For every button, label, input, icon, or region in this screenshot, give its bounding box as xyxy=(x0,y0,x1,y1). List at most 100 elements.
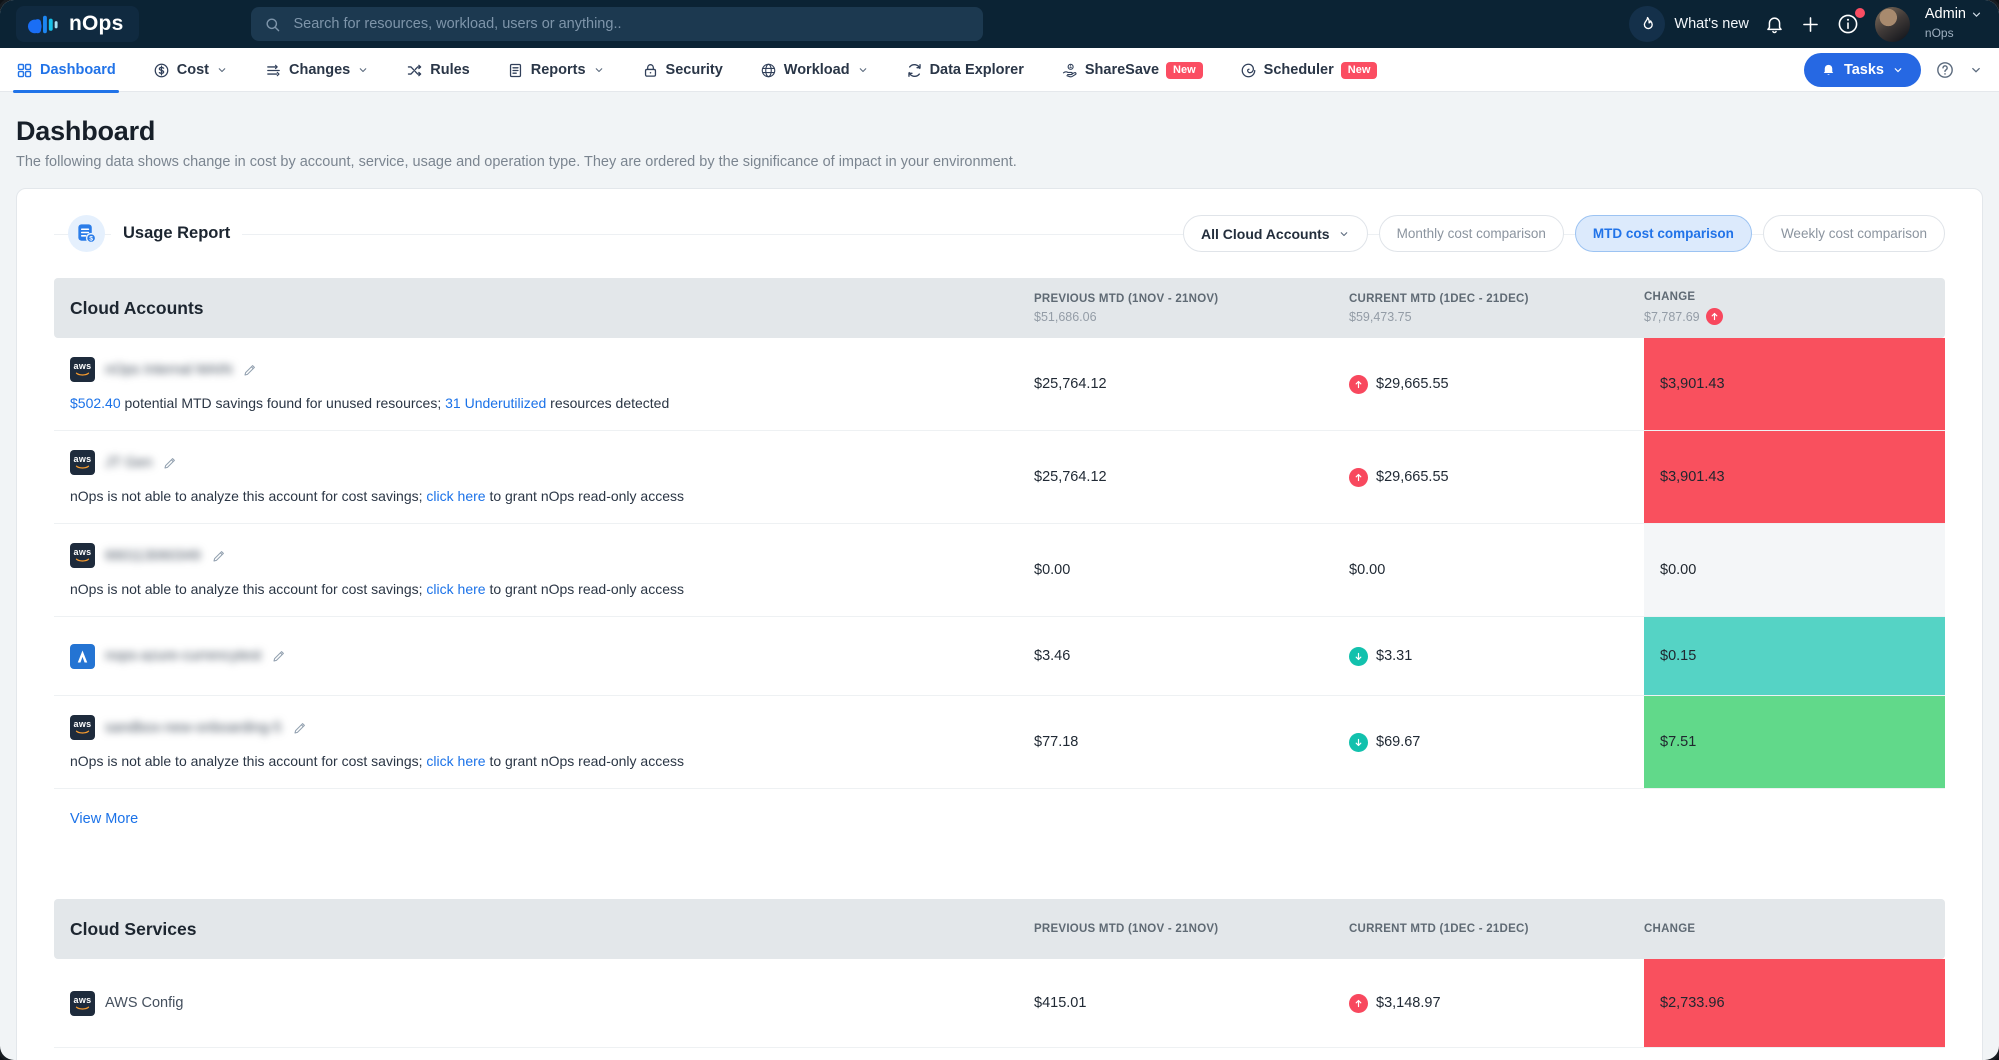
data-explorer-icon xyxy=(906,62,923,79)
column-label: CHANGE xyxy=(1644,291,1696,303)
add-plus-icon[interactable] xyxy=(1800,14,1821,35)
filter-label: MTD cost comparison xyxy=(1592,226,1734,241)
nav-label: Security xyxy=(665,62,723,78)
nops-logo[interactable]: nOps xyxy=(16,6,140,42)
current-mtd-value: $3.31 xyxy=(1349,617,1644,695)
logo-text: nOps xyxy=(69,12,124,35)
change-down-icon xyxy=(1349,732,1368,752)
page-subtitle: The following data shows change in cost … xyxy=(16,154,1017,170)
account-row: aws 660113060349 nOps is not able to analy… xyxy=(54,524,1945,617)
current-mtd-value: $69.67 xyxy=(1349,696,1644,788)
edit-icon[interactable] xyxy=(292,720,308,736)
workload-icon xyxy=(760,62,777,79)
aws-icon: aws xyxy=(70,543,95,568)
main-nav: Dashboard Cost Changes Rules Reports Security… xyxy=(0,48,1999,93)
whats-new-label[interactable]: What's new xyxy=(1674,16,1749,32)
cost-icon xyxy=(153,62,170,79)
nav-item-dashboard[interactable]: Dashboard xyxy=(13,48,119,93)
account-row: aws JT Gen nOps is not able to analyze thi… xyxy=(54,431,1945,524)
current-mtd-value: $0.00 xyxy=(1349,562,1386,578)
account-name: sandbox-new-onboarding-5 xyxy=(105,719,282,736)
dashboard-icon xyxy=(16,62,33,79)
help-icon[interactable] xyxy=(1935,60,1955,80)
account-name: AWS Config xyxy=(105,995,184,1011)
filter-weekly-cost-comparison[interactable]: Weekly cost comparison xyxy=(1762,215,1945,252)
nav-item-scheduler[interactable]: Scheduler New xyxy=(1240,48,1378,92)
cloud-accounts-table: Cloud Accounts PREVIOUS MTD (1NOV - 21NO… xyxy=(54,278,1945,851)
nav-item-sharesave[interactable]: ShareSave New xyxy=(1061,48,1203,92)
note-link[interactable]: $502.40 xyxy=(70,395,121,411)
nav-label: Rules xyxy=(430,62,470,78)
sharesave-icon xyxy=(1061,62,1078,79)
page-title: Dashboard xyxy=(16,116,156,146)
collapse-chevron-icon[interactable] xyxy=(1969,63,1983,77)
aws-icon: aws xyxy=(70,715,95,740)
edit-icon[interactable] xyxy=(211,548,227,564)
column-label: CURRENT MTD (1DEC - 21DEC) xyxy=(1349,923,1529,935)
note-link[interactable]: click here xyxy=(426,753,486,769)
column-label: PREVIOUS MTD (1NOV - 21NOV) xyxy=(1034,923,1219,935)
nav-label: Scheduler xyxy=(1263,62,1334,78)
account-row: aws sandbox-new-onboarding-5 nOps is not a… xyxy=(54,696,1945,789)
edit-icon[interactable] xyxy=(162,455,178,471)
account-name: nops-azure-currencytest xyxy=(105,648,262,664)
whats-new-icon[interactable] xyxy=(1629,6,1666,42)
notifications-bell-icon[interactable] xyxy=(1764,14,1785,35)
change-up-icon xyxy=(1705,308,1723,325)
change-value-cell: $2,733.96 xyxy=(1644,959,1945,1047)
previous-mtd-value: $77.18 xyxy=(1034,734,1079,750)
usage-report-icon: $ xyxy=(68,215,105,252)
notification-dot xyxy=(1854,8,1865,18)
user-menu[interactable]: Admin xyxy=(1925,5,1983,23)
view-more-link[interactable]: View More xyxy=(70,811,139,827)
note-link[interactable]: click here xyxy=(426,488,486,504)
current-mtd-value: $29,665.55 xyxy=(1349,431,1644,523)
account-name: nOps Internal MAIN xyxy=(105,361,233,378)
new-badge: New xyxy=(1340,61,1378,79)
reports-icon xyxy=(507,62,524,79)
account-note: nOps is not able to analyze this account… xyxy=(70,488,684,504)
account-note: nOps is not able to analyze this account… xyxy=(70,581,684,597)
account-name: JT Gen xyxy=(105,454,153,471)
cloud-services-table: Cloud Services PREVIOUS MTD (1NOV - 21NO… xyxy=(54,899,1945,1048)
user-avatar[interactable] xyxy=(1874,6,1910,42)
global-search[interactable] xyxy=(251,7,984,41)
nops-cloud-logo-icon xyxy=(27,12,60,36)
column-header-previous-mtd-1nov-21nov-: PREVIOUS MTD (1NOV - 21NOV) xyxy=(1034,923,1349,935)
previous-mtd-value: $25,764.12 xyxy=(1034,469,1107,485)
previous-mtd-value: $415.01 xyxy=(1034,995,1087,1011)
column-header-previous-mtd-1nov-21nov-: PREVIOUS MTD (1NOV - 21NOV) $51,686.06 xyxy=(1034,293,1349,324)
tasks-button[interactable]: Tasks xyxy=(1803,52,1921,87)
nav-label: Data Explorer xyxy=(929,62,1024,78)
nav-item-workload[interactable]: Workload xyxy=(760,48,869,92)
info-icon[interactable] xyxy=(1836,8,1865,36)
account-name: 660113060349 xyxy=(105,547,201,564)
nav-item-reports[interactable]: Reports xyxy=(507,48,605,92)
nav-label: Changes xyxy=(288,62,351,78)
current-mtd-value: $29,665.55 xyxy=(1349,338,1644,430)
view-more-row: View More xyxy=(54,789,1945,851)
edit-icon[interactable] xyxy=(242,362,258,378)
rules-icon xyxy=(406,62,423,79)
nav-item-cost[interactable]: Cost xyxy=(153,48,228,92)
search-icon xyxy=(264,16,281,33)
cloud-accounts-header: Cloud Accounts PREVIOUS MTD (1NOV - 21NO… xyxy=(54,278,1945,338)
nav-item-rules[interactable]: Rules xyxy=(406,48,470,92)
nav-item-changes[interactable]: Changes xyxy=(265,48,369,92)
nav-item-security[interactable]: Security xyxy=(642,48,723,92)
change-value-cell: $0.00 xyxy=(1644,524,1945,616)
filter-label: Weekly cost comparison xyxy=(1780,226,1927,241)
filter-all-cloud-accounts[interactable]: All Cloud Accounts xyxy=(1183,215,1368,252)
change-value-cell: $7.51 xyxy=(1644,696,1945,788)
tasks-bell-icon xyxy=(1821,62,1836,77)
change-value-cell: $0.15 xyxy=(1644,617,1945,695)
note-link[interactable]: 31 Underutilized xyxy=(445,395,547,411)
search-input[interactable] xyxy=(291,15,971,33)
filter-mtd-cost-comparison[interactable]: MTD cost comparison xyxy=(1574,215,1752,252)
nav-item-data-explorer[interactable]: Data Explorer xyxy=(906,48,1024,92)
edit-icon[interactable] xyxy=(271,648,287,664)
filter-monthly-cost-comparison[interactable]: Monthly cost comparison xyxy=(1378,215,1564,252)
cloud-services-header: Cloud Services PREVIOUS MTD (1NOV - 21NO… xyxy=(54,899,1945,959)
tasks-label: Tasks xyxy=(1843,61,1884,78)
note-link[interactable]: click here xyxy=(426,581,486,597)
